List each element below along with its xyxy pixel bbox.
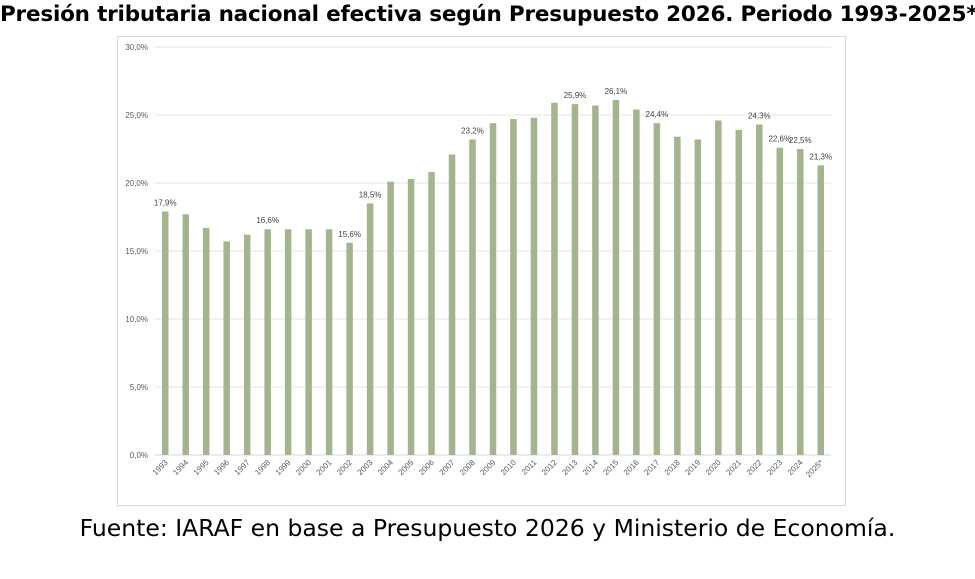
x-tick-label: 1995 (192, 458, 211, 477)
bar-2002 (346, 242, 353, 455)
x-tick-label: 2015 (601, 458, 620, 477)
x-tick-label: 2019 (683, 458, 702, 477)
x-tick-label: 2011 (520, 458, 539, 477)
y-axis-ticks: 0,0% 5,0% 10,0% 15,0% 20,0% 25,0% 30,0% (125, 43, 148, 460)
y-tick-label: 20,0% (125, 179, 148, 188)
x-tick-label: 2017 (642, 458, 661, 477)
x-tick-label: 2024 (786, 458, 805, 477)
y-tick-label: 10,0% (125, 315, 148, 324)
bar-2005 (407, 178, 415, 456)
chart-area: 0,0% 5,0% 10,0% 15,0% 20,0% 25,0% 30,0% 17,9% 1… (117, 36, 846, 506)
bar-1997 (243, 234, 251, 455)
bar-2004 (387, 181, 394, 455)
bar-2001 (325, 229, 333, 455)
x-tick-label: 1999 (274, 458, 293, 477)
bar-2008 (469, 139, 476, 455)
data-label: 22,5% (789, 136, 812, 145)
x-tick-label: 2020 (704, 458, 723, 477)
x-tick-label: 2012 (540, 458, 559, 477)
data-label: 17,9% (154, 199, 177, 208)
data-labels: 17,9% 16,6% 15,6% 18,5% 23,2% 25,9% 26,1% 24,4%… (154, 87, 832, 239)
x-tick-label: 2023 (765, 458, 784, 477)
x-tick-label: 1997 (233, 458, 252, 477)
x-tick-label: 2010 (499, 458, 518, 477)
bar-chart: 0,0%5,0%10,0%15,0%20,0%25,0%30,0% 17,9%1… (125, 43, 832, 480)
x-tick-label: 2025* (804, 458, 825, 479)
y-tick-label: 15,0% (125, 247, 148, 256)
data-label: 16,6% (256, 216, 279, 225)
bar-1998 (264, 229, 271, 455)
data-label: 24,4% (646, 110, 669, 119)
x-tick-label: 2001 (315, 458, 334, 477)
bar-1996 (223, 241, 230, 455)
bar-2010 (510, 119, 517, 455)
data-label: 21,3% (809, 152, 832, 161)
bars (161, 100, 825, 456)
x-tick-label: 2000 (294, 458, 313, 477)
x-tick-label: 1998 (253, 458, 272, 477)
x-tick-label: 1993 (151, 458, 170, 477)
source-note: Fuente: IARAF en base a Presupuesto 2026… (79, 514, 896, 542)
bar-1994 (182, 214, 189, 455)
data-label: 23,2% (461, 126, 484, 135)
x-tick-label: 2016 (622, 458, 641, 477)
y-tick-label: 0,0% (130, 451, 148, 460)
x-tick-label: 2018 (663, 458, 682, 477)
bar-2015 (612, 100, 620, 455)
bar-2006 (428, 172, 435, 455)
bar-1995 (202, 227, 210, 455)
x-tick-label: 1996 (212, 458, 231, 477)
y-tick-label: 25,0% (125, 111, 148, 120)
y-tick-label: 30,0% (125, 43, 148, 52)
bar-2020 (715, 120, 722, 455)
bar-2019 (694, 139, 702, 455)
bar-2024 (797, 149, 804, 455)
x-tick-label: 2014 (581, 458, 600, 477)
bar-2003 (366, 203, 374, 455)
page-title: Presión tributaria nacional efectiva seg… (0, 2, 975, 27)
x-tick-label: 1994 (171, 458, 190, 477)
bar-1993 (161, 211, 169, 455)
x-tick-label: 2013 (560, 458, 579, 477)
bar-2016 (633, 109, 640, 455)
bar-2018 (674, 136, 681, 455)
y-tick-label: 5,0% (130, 383, 148, 392)
bar-2025* (817, 165, 825, 455)
bar-2021 (735, 129, 743, 455)
x-tick-label: 2003 (356, 458, 375, 477)
data-label: 15,6% (338, 230, 361, 239)
bar-2023 (776, 147, 784, 455)
bar-2012 (551, 102, 558, 455)
data-label: 24,3% (748, 112, 771, 121)
x-tick-label: 2004 (376, 458, 395, 477)
bar-1999 (284, 229, 292, 455)
x-tick-label: 2005 (397, 458, 416, 477)
data-label: 25,9% (564, 91, 587, 100)
data-label: 22,6% (768, 135, 791, 144)
x-tick-label: 2009 (478, 458, 497, 477)
data-label: 18,5% (359, 190, 382, 199)
x-tick-label: 2008 (458, 458, 477, 477)
bar-2017 (653, 123, 661, 455)
bar-2011 (530, 117, 538, 455)
x-tick-label: 2021 (724, 458, 743, 477)
x-tick-label: 2006 (417, 458, 436, 477)
x-tick-label: 2002 (335, 458, 354, 477)
x-tick-label: 2022 (745, 458, 764, 477)
x-tick-label: 2007 (437, 458, 456, 477)
bar-2013 (571, 104, 579, 456)
x-axis-ticks: 1993 1994 1995 1996 1997 1998 1999 2000 2001 2002… (151, 458, 825, 480)
bar-2022 (756, 124, 763, 456)
bar-2007 (448, 154, 456, 455)
bar-2009 (489, 123, 497, 455)
data-label: 26,1% (605, 87, 628, 96)
bar-2000 (305, 229, 312, 455)
bar-2014 (592, 105, 599, 455)
